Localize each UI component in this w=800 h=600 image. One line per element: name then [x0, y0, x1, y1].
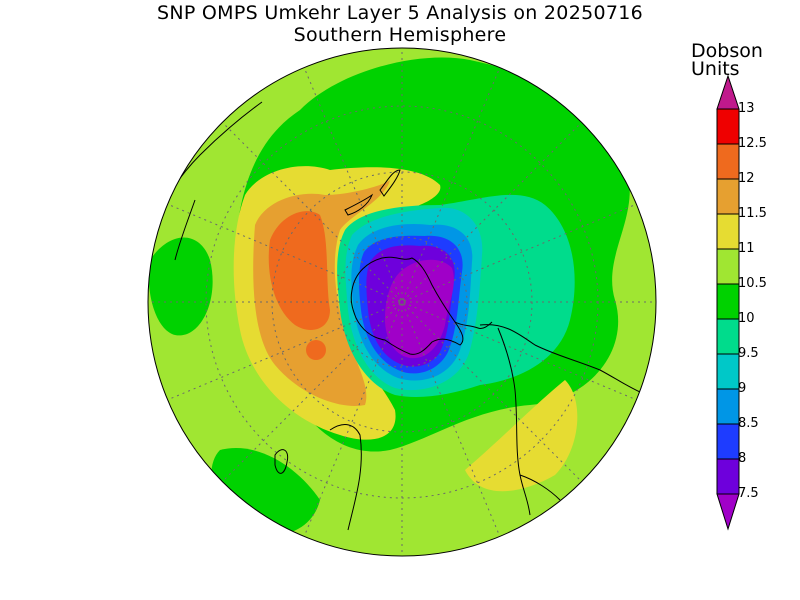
- purple-core: [384, 259, 454, 359]
- colorbar-upper-arrow: [716, 74, 740, 110]
- antarctica-coastline: [350, 256, 464, 355]
- madagascar-coastline: [274, 449, 289, 474]
- colorbar-tick-label: 10.5: [738, 276, 767, 291]
- colorbar-bin-11.5-12: [716, 178, 740, 215]
- colorbar-tick-label: 8: [738, 451, 747, 466]
- south-america-coastline: [479, 324, 641, 516]
- colorbar-tick-label: 8.5: [738, 416, 759, 431]
- grid-lines: [148, 48, 656, 556]
- colorbar-tick-label: 12.5: [738, 136, 767, 151]
- legend-title-line-1: Dobson: [691, 40, 763, 62]
- green-patch-top-right: [504, 88, 610, 159]
- colorbar-tick-label: 7.5: [738, 486, 759, 501]
- antarctic-peninsula-coastline: [454, 321, 493, 329]
- colorbar: [716, 74, 740, 531]
- colorbar-tick-label: 9: [738, 381, 747, 396]
- colorbar-bin-11-11.5: [716, 213, 740, 250]
- colorbar-bin-12-12.5: [716, 143, 740, 180]
- colorbar-bin-8.5-9: [716, 388, 740, 425]
- orange-core-small: [306, 340, 326, 360]
- map-subtitle: Southern Hemisphere: [293, 24, 507, 46]
- colorbar-bin-12.5-13: [716, 108, 740, 145]
- yellow-patch-lower-right: [465, 380, 578, 492]
- globe-outline: [147, 47, 657, 557]
- colorbar-tick-label: 10: [738, 311, 755, 326]
- colorbar-tick-label: 13: [738, 101, 755, 116]
- colorbar-bin-8-8.5: [716, 423, 740, 460]
- colorbar-bin-7.5-8: [716, 458, 740, 495]
- map-title: SNP OMPS Umkehr Layer 5 Analysis on 2025…: [156, 2, 644, 24]
- colorbar-bin-10-10.5: [716, 283, 740, 320]
- colorbar-bin-10.5-11: [716, 248, 740, 285]
- colorbar-tick-label: 11.5: [738, 206, 767, 221]
- legend-title-line-2: Units: [691, 58, 740, 80]
- green-patch-left: [148, 237, 213, 336]
- orange-core: [268, 211, 330, 330]
- colorbar-bin-9.5-10: [716, 318, 740, 355]
- colorbar-lower-arrow: [716, 493, 740, 531]
- coastlines: [148, 101, 641, 531]
- africa-coastline: [329, 424, 362, 531]
- contour-field: [148, 48, 656, 556]
- colorbar-bin-9-9.5: [716, 353, 740, 390]
- new-zealand-coastline: [344, 169, 401, 216]
- colorbar-tick-label: 9.5: [738, 346, 759, 361]
- colorbar-tick-label: 11: [738, 241, 755, 256]
- colorbar-tick-label: 12: [738, 171, 755, 186]
